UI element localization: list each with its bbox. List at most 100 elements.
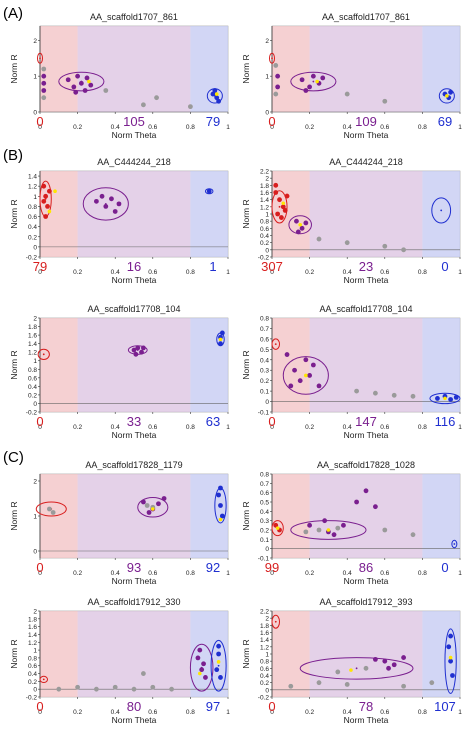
data-point bbox=[47, 506, 52, 512]
x-tick-label: 0.4 bbox=[111, 124, 120, 131]
y-tick-label: 0.8 bbox=[260, 472, 269, 479]
data-point bbox=[82, 88, 88, 93]
x-tick-label: 0.2 bbox=[73, 124, 82, 131]
y-tick-label: 1.8 bbox=[260, 183, 269, 190]
x-tick-label: 0.6 bbox=[148, 709, 157, 716]
data-point bbox=[288, 383, 294, 389]
genotype-count-aa: 0 bbox=[36, 699, 43, 714]
cluster-ellipse-bb bbox=[210, 639, 227, 692]
data-point bbox=[43, 193, 49, 199]
x-tick-label: 0.8 bbox=[418, 124, 427, 131]
x-tick-label: 0 bbox=[270, 570, 274, 577]
y-tick-label: 0.1 bbox=[260, 389, 269, 396]
y-axis-label: Norm R bbox=[9, 199, 19, 228]
x-tick-label: 0 bbox=[38, 424, 42, 431]
data-point bbox=[344, 91, 350, 97]
data-point bbox=[275, 526, 280, 530]
data-point bbox=[401, 683, 406, 689]
data-point bbox=[41, 80, 47, 86]
y-tick-label: 1.6 bbox=[28, 624, 37, 631]
x-tick-label: 0.8 bbox=[418, 709, 427, 716]
data-point bbox=[445, 94, 449, 98]
genotype-count-aa: 0 bbox=[36, 414, 43, 429]
y-tick-label: 1.4 bbox=[260, 637, 269, 644]
data-point bbox=[94, 198, 99, 204]
section-label-c: (C) bbox=[3, 449, 24, 466]
bb-region bbox=[422, 318, 460, 412]
data-point bbox=[410, 393, 416, 399]
data-point bbox=[214, 92, 219, 96]
bb-region bbox=[190, 26, 228, 112]
x-tick-label: 1 bbox=[226, 709, 230, 716]
ab-region bbox=[77, 171, 191, 257]
y-tick-label: 0.6 bbox=[260, 336, 269, 343]
x-tick-label: 0 bbox=[38, 570, 42, 577]
x-tick-label: 1 bbox=[458, 570, 462, 577]
x-tick-label: 0.8 bbox=[418, 269, 427, 276]
data-point bbox=[382, 243, 388, 249]
y-tick-label: -0.1 bbox=[258, 556, 270, 563]
data-point bbox=[410, 532, 416, 538]
cluster-center bbox=[217, 664, 220, 667]
bb-region bbox=[190, 171, 228, 257]
data-point bbox=[316, 383, 322, 389]
x-tick-label: 1 bbox=[458, 424, 462, 431]
y-tick-label: 1.8 bbox=[260, 623, 269, 630]
aa-region bbox=[40, 318, 78, 412]
x-axis-label: Norm Theta bbox=[112, 275, 157, 285]
x-tick-label: 0.6 bbox=[148, 124, 157, 131]
data-point bbox=[310, 362, 316, 368]
cluster-center bbox=[271, 57, 273, 60]
data-point bbox=[435, 396, 440, 401]
x-axis-label: Norm Theta bbox=[344, 130, 389, 140]
genotype-count-aa: 0 bbox=[36, 560, 43, 575]
data-point bbox=[210, 91, 216, 97]
chart-title: AA_scaffold17708_104 bbox=[88, 304, 181, 314]
data-point bbox=[169, 686, 175, 692]
y-tick-label: 0.2 bbox=[28, 234, 37, 241]
data-point bbox=[218, 341, 223, 347]
cluster-center bbox=[278, 205, 281, 208]
y-tick-label: 1.6 bbox=[260, 190, 269, 197]
y-tick-label: 1 bbox=[265, 652, 269, 659]
y-tick-label: 2.2 bbox=[260, 169, 269, 176]
x-tick-label: 0.4 bbox=[343, 709, 352, 716]
section-label-b: (B) bbox=[3, 147, 23, 164]
data-point bbox=[448, 633, 453, 639]
cluster-ellipse-aa bbox=[271, 190, 288, 224]
y-tick-label: 0.8 bbox=[260, 219, 269, 226]
ab-region bbox=[77, 474, 191, 558]
data-point bbox=[131, 347, 137, 353]
data-point bbox=[320, 75, 326, 81]
chart-panel: AA_scaffold17912_393-0.200.20.40.60.811.… bbox=[241, 597, 462, 725]
cluster-ellipse-aa bbox=[37, 348, 50, 360]
x-tick-label: 0.4 bbox=[111, 570, 120, 577]
x-tick-label: 0.4 bbox=[343, 424, 352, 431]
y-tick-label: 0.2 bbox=[260, 240, 269, 247]
data-point bbox=[146, 510, 152, 515]
x-tick-label: 1 bbox=[226, 424, 230, 431]
y-tick-label: 1.2 bbox=[260, 644, 269, 651]
data-point bbox=[73, 89, 79, 95]
x-tick-label: 0.2 bbox=[305, 424, 314, 431]
genotype-count-aa: 307 bbox=[261, 259, 283, 274]
data-point bbox=[103, 204, 109, 209]
chart-panel: AA_C444244_218-0.200.20.40.60.811.21.40 0… bbox=[9, 157, 230, 285]
data-point bbox=[41, 183, 47, 189]
aa-region bbox=[40, 611, 78, 697]
cluster-ellipse-bb bbox=[431, 197, 452, 224]
x-tick-label: 0.6 bbox=[380, 424, 389, 431]
cluster-center bbox=[42, 678, 45, 681]
cluster-ellipse-bb bbox=[204, 188, 214, 195]
data-point bbox=[219, 513, 225, 519]
y-tick-label: 2.2 bbox=[260, 609, 269, 616]
data-point bbox=[297, 378, 303, 384]
data-point bbox=[284, 193, 290, 199]
genotype-count-bb: 92 bbox=[206, 560, 220, 575]
data-point bbox=[150, 684, 156, 690]
data-point bbox=[75, 73, 80, 79]
data-point bbox=[216, 643, 222, 649]
x-tick-label: 0.2 bbox=[305, 124, 314, 131]
data-point bbox=[47, 209, 52, 214]
